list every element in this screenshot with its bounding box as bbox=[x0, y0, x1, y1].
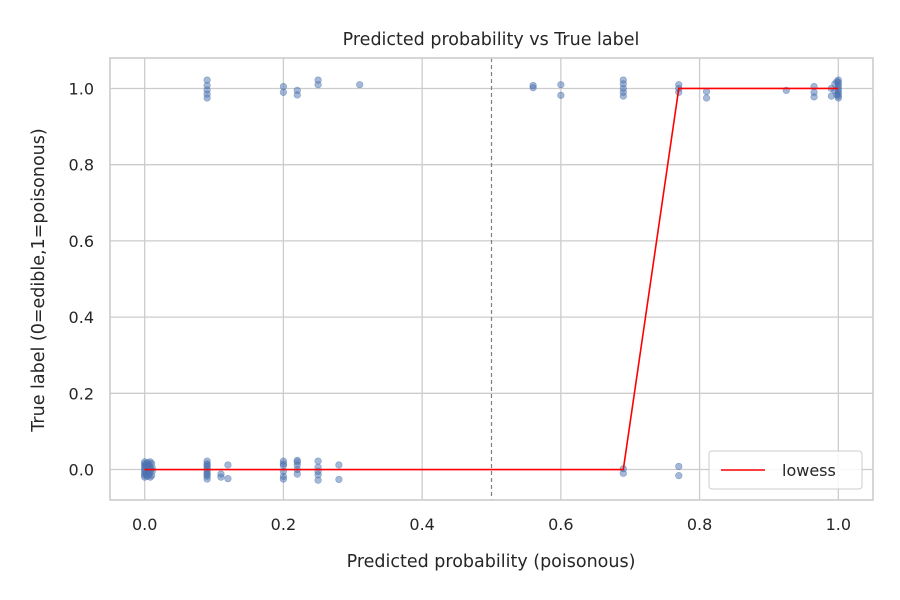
scatter-point bbox=[279, 88, 288, 96]
chart-title: Predicted probability vs True label bbox=[343, 30, 640, 50]
scatter-point bbox=[356, 81, 364, 89]
scatter-point bbox=[293, 456, 301, 464]
x-tick-label: 1.0 bbox=[826, 515, 851, 534]
y-tick-label: 0.6 bbox=[69, 232, 94, 251]
scatter-point bbox=[833, 78, 841, 86]
scatter-point bbox=[335, 461, 343, 469]
scatter-point bbox=[810, 93, 818, 101]
plot-frame bbox=[109, 57, 874, 501]
scatter-point bbox=[314, 476, 322, 484]
x-tick-label: 0.2 bbox=[271, 515, 296, 534]
legend-label-lowess: lowess bbox=[782, 461, 836, 480]
scatter-point bbox=[203, 461, 211, 469]
y-tick-label: 0.4 bbox=[69, 308, 94, 327]
scatter-point bbox=[335, 475, 343, 484]
scatter-point bbox=[279, 475, 288, 483]
x-tick-label: 0.8 bbox=[687, 515, 712, 534]
scatter-point bbox=[833, 91, 841, 99]
x-tick-label: 0.6 bbox=[548, 515, 573, 534]
scatter-point bbox=[293, 91, 301, 99]
scatter-points bbox=[141, 76, 842, 484]
y-tick-label: 0.0 bbox=[69, 461, 94, 480]
lowess-layer bbox=[144, 87, 839, 471]
scatter-point bbox=[217, 473, 225, 481]
scatter-point bbox=[557, 81, 565, 89]
x-tick-label: 0.4 bbox=[409, 515, 434, 534]
scatter-point bbox=[203, 471, 211, 479]
y-axis-label: True label (0=edible,1=poisonous) bbox=[29, 128, 49, 432]
y-tick-label: 0.8 bbox=[69, 156, 94, 175]
y-tick-labels: 0.0 0.2 0.4 0.6 0.8 1.0 bbox=[69, 79, 94, 479]
scatter-point bbox=[314, 457, 322, 465]
x-tick-labels: 0.0 0.2 0.4 0.6 0.8 1.0 bbox=[132, 515, 851, 534]
scatter-point bbox=[314, 81, 322, 89]
scatter-point bbox=[619, 92, 627, 100]
scatter-point bbox=[675, 472, 683, 480]
scatter-point bbox=[224, 475, 232, 483]
scatter-point bbox=[529, 84, 537, 92]
scatter-point bbox=[702, 94, 711, 102]
legend-box bbox=[708, 450, 863, 490]
scatter-point bbox=[224, 461, 232, 469]
scatter-point bbox=[675, 462, 683, 471]
scatter-point bbox=[279, 460, 288, 468]
scatter-point bbox=[203, 94, 211, 102]
scatter-point bbox=[293, 470, 301, 478]
lowess-line bbox=[144, 87, 839, 471]
x-tick-label: 0.0 bbox=[132, 515, 157, 534]
legend: lowess bbox=[708, 450, 863, 490]
x-axis-label: Predicted probability (poisonous) bbox=[347, 552, 636, 572]
scatter-point bbox=[619, 469, 627, 477]
y-tick-label: 1.0 bbox=[69, 79, 94, 98]
scatter-point bbox=[557, 91, 565, 99]
y-tick-label: 0.2 bbox=[69, 384, 94, 403]
